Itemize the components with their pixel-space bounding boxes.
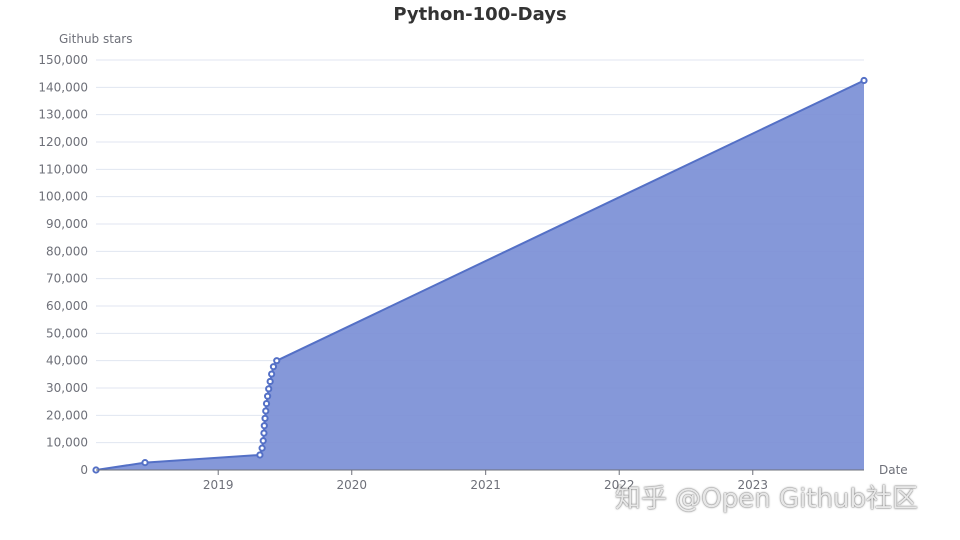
data-point-4 (259, 437, 267, 445)
data-point-9 (262, 399, 271, 408)
data-point-11 (265, 385, 273, 393)
y-tick-label-15: 150,000 (38, 53, 88, 67)
y-axis-label: Github stars (59, 32, 132, 46)
watermark: 知乎 @Open Github社区 (615, 484, 918, 514)
x-axis-label: Date (879, 463, 908, 477)
y-tick-label-0: 0 (80, 463, 88, 477)
y-tick-label-3: 30,000 (46, 381, 88, 395)
y-tick-label-12: 120,000 (38, 135, 88, 149)
chart-title: Python-100-Days (393, 4, 566, 25)
y-tick-label-6: 60,000 (46, 299, 88, 313)
x-tick-label-3: 2022 (604, 478, 635, 492)
y-tick-label-7: 70,000 (46, 272, 88, 286)
series-area (96, 80, 864, 470)
y-tick-label-1: 10,000 (46, 436, 88, 450)
data-point-15 (273, 357, 281, 365)
data-point-16 (860, 76, 868, 85)
data-point-7 (261, 414, 269, 422)
y-tick-label-5: 50,000 (46, 326, 88, 340)
y-tick-label-2: 20,000 (46, 408, 88, 422)
data-point-13 (268, 370, 276, 378)
y-tick-label-4: 40,000 (46, 354, 88, 368)
data-point-14 (269, 363, 278, 371)
y-tick-label-13: 130,000 (38, 108, 88, 122)
data-point-2 (256, 451, 264, 459)
y-tick-label-11: 110,000 (38, 162, 88, 176)
data-point-10 (264, 392, 272, 400)
data-point-3 (258, 444, 266, 452)
data-point-1 (141, 459, 149, 467)
y-tick-label-14: 140,000 (38, 80, 88, 94)
y-axis-ticks: 0 10,000 20,000 30,000 40,000 50,000 60,000 70,… (38, 53, 88, 477)
data-point-5 (260, 429, 268, 437)
x-tick-label-0: 2019 (203, 478, 234, 492)
y-tick-label-10: 100,000 (38, 190, 88, 204)
data-point-12 (266, 377, 274, 386)
y-tick-label-8: 80,000 (46, 244, 88, 258)
x-tick-label-2: 2021 (470, 478, 501, 492)
y-tick-label-9: 90,000 (46, 217, 88, 231)
data-point-6 (260, 422, 268, 430)
data-point-8 (262, 407, 270, 415)
x-tick-label-1: 2020 (336, 478, 367, 492)
x-tick-label-4: 2023 (737, 478, 768, 492)
plot-area (92, 76, 868, 474)
x-axis-ticks: 2019 2020 2021 2022 2023 (96, 469, 864, 492)
